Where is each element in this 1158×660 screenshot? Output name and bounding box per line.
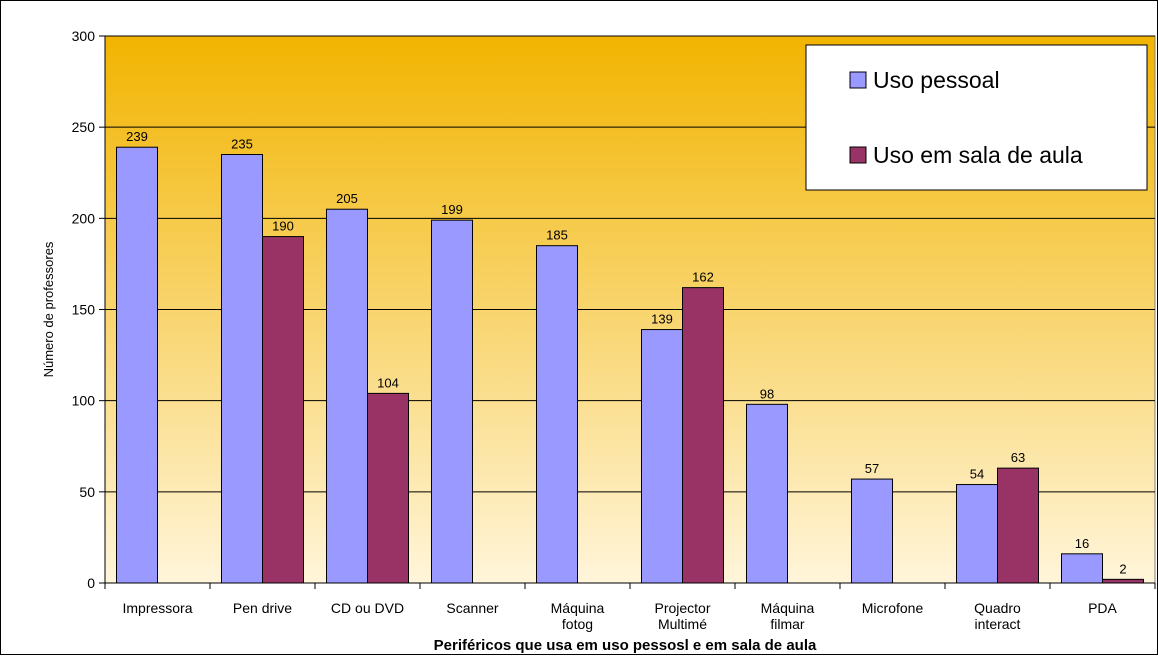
data-label: 139 bbox=[651, 312, 673, 327]
data-label: 205 bbox=[336, 191, 358, 206]
data-label: 185 bbox=[546, 228, 568, 243]
data-label: 162 bbox=[692, 270, 714, 285]
data-label: 57 bbox=[865, 461, 879, 476]
x-tick-label: Projector Multimé bbox=[654, 600, 710, 632]
bar-uso-pessoal bbox=[956, 484, 998, 584]
y-axis-title: Número de professores bbox=[41, 241, 56, 377]
bar-uso-pessoal bbox=[851, 478, 893, 584]
legend-swatch bbox=[849, 146, 867, 164]
data-label: 98 bbox=[760, 386, 774, 401]
bar-uso-pessoal bbox=[1061, 553, 1103, 584]
legend-swatch bbox=[849, 71, 867, 89]
x-tick-label: CD ou DVD bbox=[331, 600, 404, 616]
data-label: 239 bbox=[126, 129, 148, 144]
bar-uso-sala-de-aula bbox=[367, 392, 409, 584]
bar-uso-pessoal bbox=[431, 219, 473, 584]
x-tick-label: Impressora bbox=[122, 600, 192, 616]
x-tick-label: Máquina fotog bbox=[551, 600, 605, 632]
data-label: 190 bbox=[272, 219, 294, 234]
bar-uso-pessoal bbox=[641, 329, 683, 584]
y-tick-label: 250 bbox=[72, 119, 96, 135]
y-tick-label: 150 bbox=[72, 302, 96, 318]
x-tick-label: Quadro interact bbox=[974, 600, 1021, 632]
legend: Uso pessoal Uso em sala de aula bbox=[805, 44, 1148, 191]
data-label: 235 bbox=[231, 137, 253, 152]
bar-uso-pessoal bbox=[746, 403, 788, 584]
bar-uso-sala-de-aula bbox=[997, 467, 1039, 584]
data-label: 199 bbox=[441, 202, 463, 217]
bar-uso-pessoal bbox=[326, 208, 368, 584]
x-axis-title: Periféricos que usa em uso pessosl e em … bbox=[434, 637, 817, 654]
data-label: 104 bbox=[377, 375, 399, 390]
x-tick-label: Máquina filmar bbox=[761, 600, 815, 632]
x-tick-label: Scanner bbox=[446, 600, 498, 616]
bar-uso-pessoal bbox=[536, 245, 578, 584]
legend-label: Uso pessoal bbox=[873, 67, 1000, 93]
legend-label: Uso em sala de aula bbox=[873, 142, 1083, 168]
x-tick-label: PDA bbox=[1088, 600, 1117, 616]
bar-uso-pessoal bbox=[116, 146, 158, 584]
data-label: 2 bbox=[1119, 561, 1126, 576]
data-label: 63 bbox=[1011, 450, 1025, 465]
axes: 0 50 100 150 200 250 300 Impressora Pen drive CD … bbox=[72, 28, 1156, 632]
y-tick-label: 100 bbox=[72, 393, 96, 409]
bar-uso-sala-de-aula bbox=[682, 287, 724, 584]
bar-uso-sala-de-aula bbox=[262, 236, 304, 584]
legend-box bbox=[805, 44, 1148, 191]
data-labels: 239 235 205 199 185 139 98 57 54 16 190 104 162 63 2 bbox=[126, 129, 1126, 576]
data-label: 54 bbox=[970, 467, 984, 482]
data-label: 16 bbox=[1075, 536, 1089, 551]
bar-uso-pessoal bbox=[221, 154, 263, 584]
x-tick-label: Pen drive bbox=[233, 600, 292, 616]
y-tick-label: 50 bbox=[79, 484, 95, 500]
bars bbox=[116, 146, 1144, 584]
y-tick-label: 300 bbox=[72, 28, 96, 44]
x-tick-label: Microfone bbox=[862, 600, 924, 616]
bar-uso-sala-de-aula bbox=[1102, 578, 1144, 584]
y-tick-label: 0 bbox=[87, 575, 95, 591]
y-tick-label: 200 bbox=[72, 210, 96, 226]
